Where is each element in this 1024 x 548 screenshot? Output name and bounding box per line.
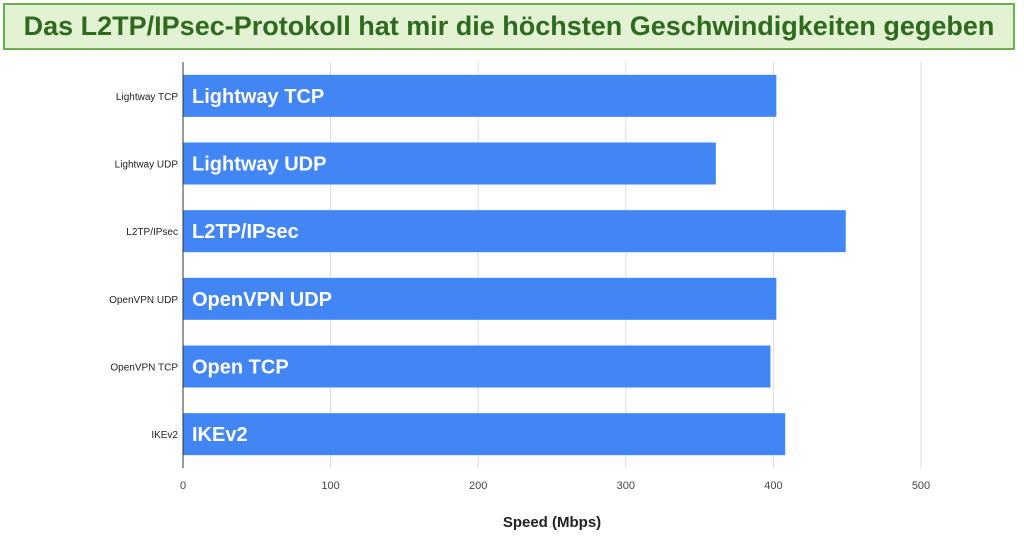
bar-label: OpenVPN UDP <box>192 289 332 311</box>
x-axis-label: Speed (Mbps) <box>502 514 602 531</box>
bar <box>183 142 716 185</box>
category-label: OpenVPN UDP <box>109 295 178 306</box>
gridlines <box>330 62 922 468</box>
x-tick-label: 300 <box>617 480 635 492</box>
bar-label: Lightway TCP <box>192 86 324 108</box>
category-label: L2TP/IPsec <box>126 227 178 238</box>
category-label: OpenVPN TCP <box>110 363 178 374</box>
bar-label: IKEv2 <box>192 424 248 446</box>
bar <box>183 345 771 388</box>
category-label: Lightway UDP <box>115 160 179 171</box>
category-label: Lightway TCP <box>116 92 178 103</box>
x-tick-label: 500 <box>912 480 930 492</box>
chart-title-banner: Das L2TP/IPsec-Protokoll hat mir die höc… <box>3 3 1015 50</box>
bar-label: Open TCP <box>192 357 289 379</box>
x-tick-label: 0 <box>180 480 186 492</box>
bar-labels: Lightway TCP Lightway UDP L2TP/IPsec OpenVP… <box>192 86 332 446</box>
bar <box>183 210 846 253</box>
bar <box>183 277 777 320</box>
bar-label: L2TP/IPsec <box>192 221 299 243</box>
x-tick-label: 200 <box>469 480 487 492</box>
bar-label: Lightway UDP <box>192 154 326 176</box>
category-labels: Lightway TCP Lightway UDP L2TP/IPsec OpenVP… <box>109 92 178 441</box>
bar <box>183 74 777 117</box>
bars <box>183 74 846 456</box>
x-tick-label: 100 <box>321 480 339 492</box>
tick-labels: 0 100 200 300 400 500 <box>180 480 930 492</box>
category-label: IKEv2 <box>151 430 178 441</box>
x-tick-label: 400 <box>764 480 782 492</box>
bar <box>183 413 786 456</box>
